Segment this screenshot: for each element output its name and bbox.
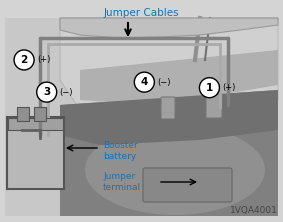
Text: (+): (+) bbox=[37, 56, 50, 64]
Text: 3: 3 bbox=[43, 87, 50, 97]
Text: Jumper
terminal: Jumper terminal bbox=[103, 172, 141, 192]
Text: 1VQA4001: 1VQA4001 bbox=[230, 206, 278, 215]
Text: Booster
battery: Booster battery bbox=[103, 141, 138, 161]
Polygon shape bbox=[60, 90, 278, 145]
Polygon shape bbox=[60, 90, 278, 216]
Text: Jumper Cables: Jumper Cables bbox=[103, 8, 179, 18]
Polygon shape bbox=[60, 18, 278, 38]
FancyBboxPatch shape bbox=[8, 118, 63, 130]
FancyBboxPatch shape bbox=[34, 107, 46, 121]
FancyBboxPatch shape bbox=[0, 0, 62, 115]
Circle shape bbox=[200, 78, 219, 98]
Circle shape bbox=[134, 72, 154, 92]
Text: 2: 2 bbox=[20, 55, 28, 65]
Text: 4: 4 bbox=[141, 77, 148, 87]
Circle shape bbox=[37, 82, 57, 102]
Polygon shape bbox=[80, 50, 278, 105]
Text: (−): (−) bbox=[157, 78, 171, 87]
Ellipse shape bbox=[85, 125, 265, 215]
Text: 1: 1 bbox=[206, 83, 213, 93]
FancyBboxPatch shape bbox=[7, 117, 64, 189]
FancyBboxPatch shape bbox=[143, 168, 232, 202]
FancyBboxPatch shape bbox=[17, 107, 29, 121]
FancyBboxPatch shape bbox=[161, 97, 175, 119]
Circle shape bbox=[14, 50, 34, 70]
Text: (−): (−) bbox=[60, 88, 73, 97]
FancyBboxPatch shape bbox=[206, 94, 222, 118]
FancyBboxPatch shape bbox=[5, 18, 277, 216]
Polygon shape bbox=[60, 18, 278, 130]
Text: (+): (+) bbox=[222, 83, 236, 92]
